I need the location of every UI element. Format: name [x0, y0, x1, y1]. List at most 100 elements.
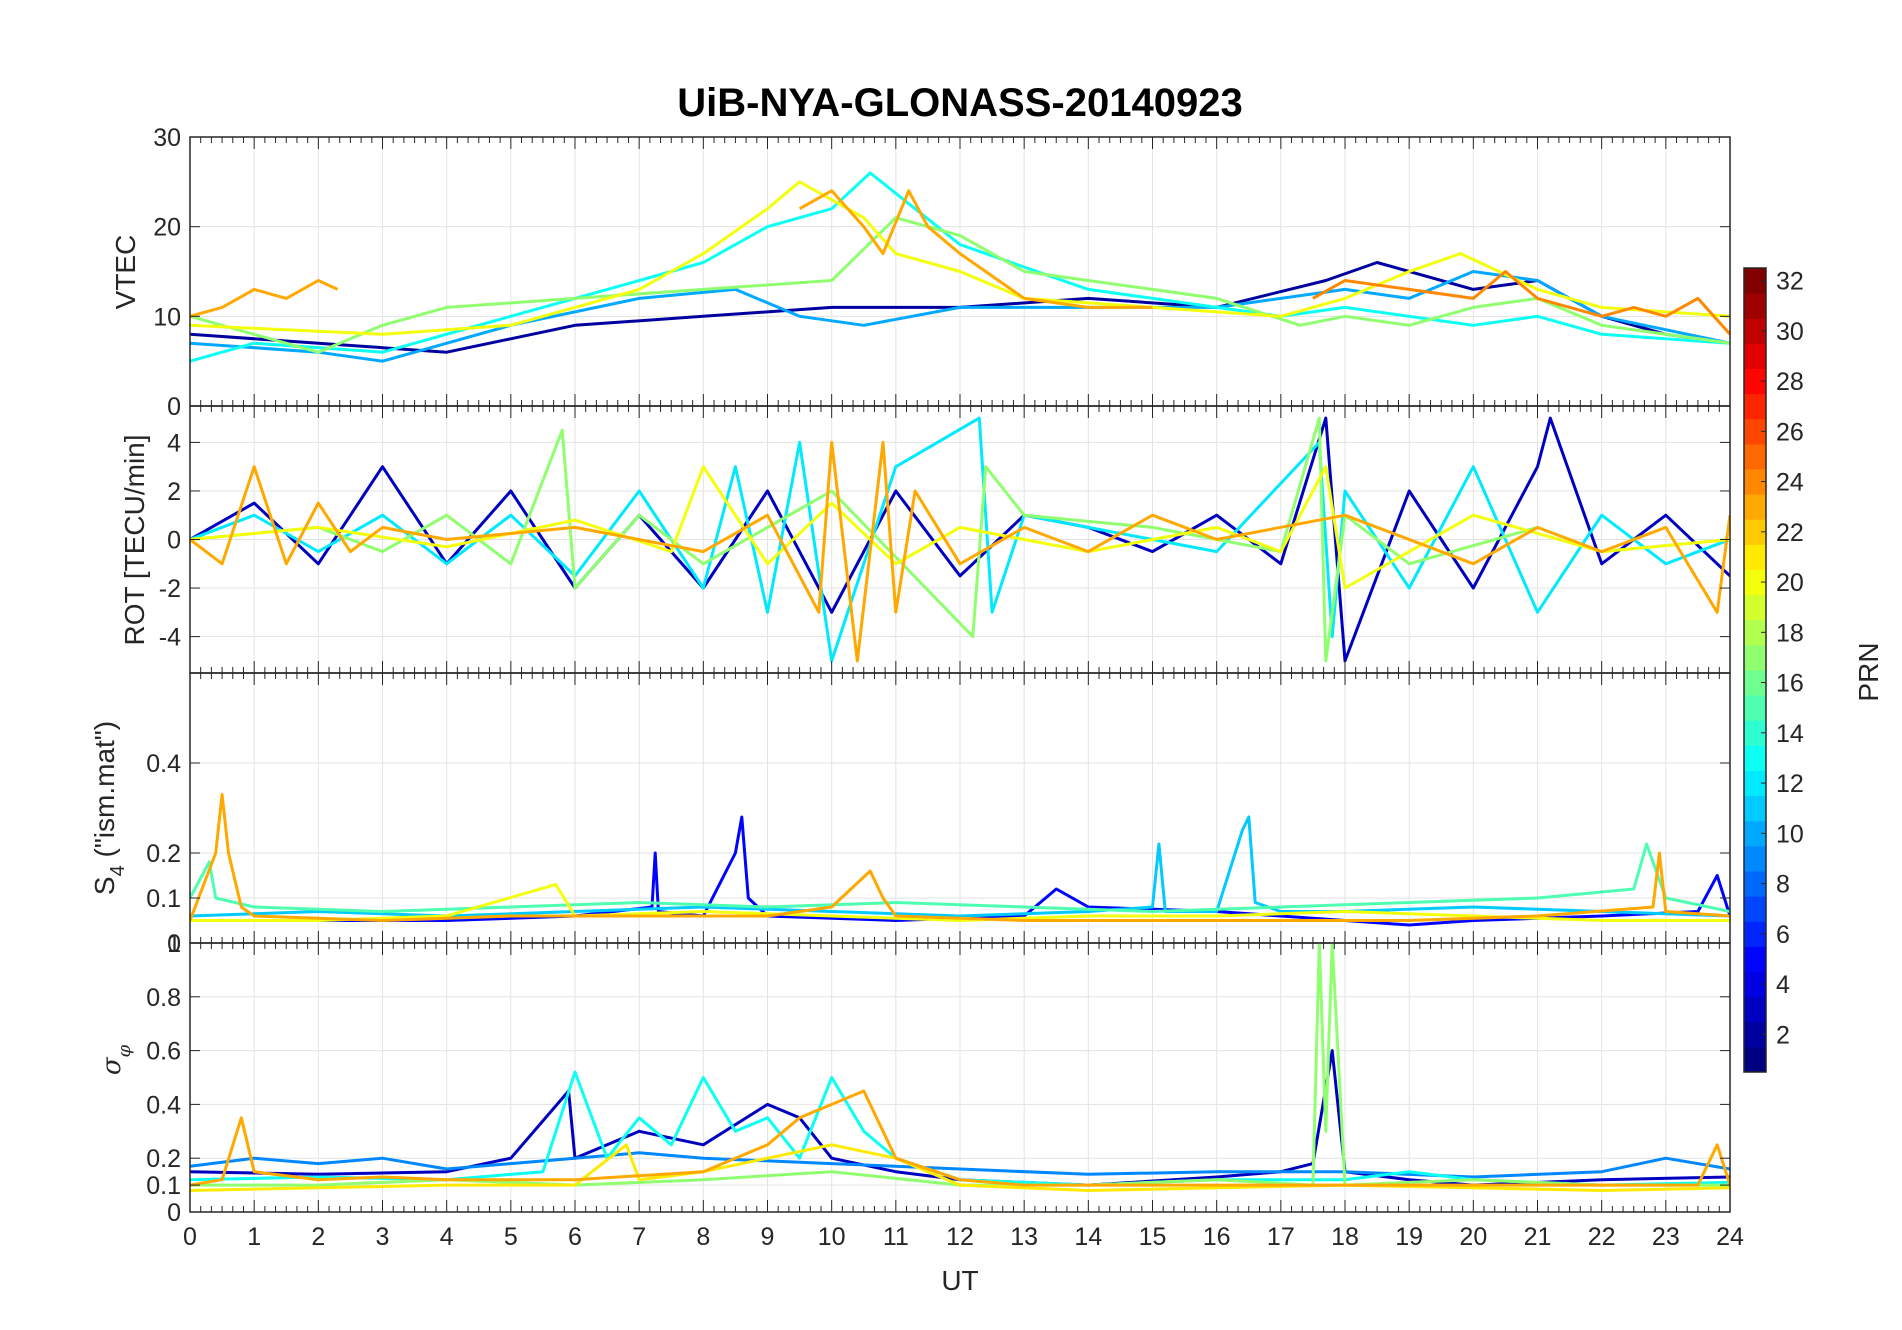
colorbar-tick-label: 2 [1776, 1021, 1790, 1049]
series-line-prn-23 [190, 440, 1730, 663]
series-line-prn-23 [798, 189, 1153, 309]
series-line-prn-13 [190, 1070, 1730, 1187]
axes-frame [189, 942, 1731, 1213]
x-tick-label: 15 [1139, 1223, 1167, 1251]
x-tick-label: 12 [946, 1223, 974, 1251]
colorbar-swatch [1744, 946, 1766, 972]
x-tick-label: 23 [1652, 1223, 1680, 1251]
series-group [190, 171, 1730, 363]
colorbar-tick-label: 24 [1776, 469, 1804, 497]
y-tick-label: 0.6 [146, 1038, 181, 1066]
colorbar-swatch [1744, 318, 1766, 344]
colorbar-tick-label: 22 [1776, 519, 1804, 547]
y-tick-label: 0.1 [146, 1172, 181, 1200]
y-tick-label: 0.1 [146, 885, 181, 913]
colorbar-label-text: PRN [1853, 642, 1884, 701]
colorbar-tick-label: 32 [1776, 268, 1804, 296]
y-tick-label: 0.2 [146, 840, 181, 868]
x-tick-label: 8 [696, 1223, 710, 1251]
ylabel-s4: S4 ("ism.mat") [89, 721, 129, 895]
x-tick-label: 7 [632, 1223, 646, 1251]
series-line-prn-15 [190, 842, 1730, 913]
x-tick-label: 2 [311, 1223, 325, 1251]
x-tick-label: 20 [1459, 1223, 1487, 1251]
series-line-prn-10 [190, 270, 1730, 363]
x-tick-label: 14 [1074, 1223, 1102, 1251]
colorbar-tick-label: 30 [1776, 318, 1804, 346]
colorbar-swatch [1744, 343, 1766, 369]
chart-title: UiB-NYA-GLONASS-20140923 [677, 81, 1242, 125]
x-tick-label: 6 [568, 1223, 582, 1251]
panel-vtec: 0 10 20 30 [153, 124, 1731, 421]
series-line-prn-23 [190, 1089, 1730, 1187]
y-tick-label: 0 [167, 393, 181, 421]
series-group [190, 943, 1730, 1192]
ylabel-sigma-symbol: σ [97, 1056, 127, 1075]
series-group [190, 416, 1730, 663]
y-tick-label: 4 [167, 429, 181, 457]
colorbar-swatch [1744, 670, 1766, 696]
y-tick-label: 0.8 [146, 984, 181, 1012]
colorbar-swatch [1744, 1021, 1766, 1048]
colorbar-swatch [1744, 293, 1766, 319]
series-group [190, 793, 1730, 927]
colorbar-swatch [1744, 494, 1766, 520]
colorbar-tick-label: 28 [1776, 368, 1804, 396]
colorbar-swatch [1744, 418, 1766, 445]
x-tick-label: 11 [883, 1223, 909, 1251]
x-tick-label: 13 [1010, 1223, 1038, 1251]
x-tick-label: 3 [376, 1223, 390, 1251]
colorbar-swatch [1744, 393, 1766, 420]
y-tick-label: -4 [159, 624, 181, 652]
y-tick-label: 20 [153, 214, 181, 242]
colorbar-swatch [1744, 469, 1766, 495]
colorbar-swatch [1744, 921, 1766, 947]
y-tick-label: 0.4 [146, 1091, 181, 1119]
ylabel-s4-text: S4 ("ism.mat") [89, 721, 129, 895]
colorbar-swatch [1744, 871, 1766, 897]
colorbar-tick-label: 16 [1776, 670, 1804, 698]
colorbar-tick-label: 18 [1776, 619, 1804, 647]
y-tick-label: 2 [167, 478, 181, 506]
series-line-prn-23 [190, 793, 1730, 922]
series-line-prn-9 [190, 1151, 1730, 1179]
colorbar-swatch [1744, 594, 1766, 621]
x-tick-label: 4 [440, 1223, 454, 1251]
series-line-prn-24 [1312, 270, 1730, 336]
colorbar-swatch [1744, 720, 1766, 746]
x-tick-label: 22 [1588, 1223, 1616, 1251]
colorbar-tick-label: 14 [1776, 720, 1804, 748]
series-line-prn-13 [190, 171, 1730, 363]
y-tick-label: 10 [153, 303, 181, 331]
colorbar-swatch [1744, 1046, 1766, 1073]
y-tick-label: 30 [153, 124, 181, 152]
panel-sigma-phi: 00.10.20.40.60.810 1 2 3 4 5 6 7 8 9 10 11 12 13 14 15 1… [146, 930, 1744, 1251]
colorbar-tick-label: 10 [1776, 820, 1804, 848]
ylabel-s4-subscript: 4 [107, 865, 129, 876]
colorbar-swatch [1744, 268, 1766, 294]
colorbar-swatch [1744, 770, 1766, 797]
ylabel-rot-text: ROT [TECU/min] [119, 434, 150, 645]
colorbar-tick-label: 26 [1776, 418, 1804, 446]
series-line-prn-3 [190, 1049, 1730, 1187]
colorbar-tick-label: 6 [1776, 921, 1790, 949]
colorbar-tick-label: 8 [1776, 871, 1790, 899]
ylabel-sigma-subscript: φ [114, 1044, 135, 1057]
colorbar-swatch [1744, 569, 1766, 596]
x-tick-label: 17 [1267, 1223, 1295, 1251]
x-tick-label: 1 [247, 1223, 261, 1251]
x-tick-label: 18 [1331, 1223, 1359, 1251]
ylabel-s4-symbol: S [89, 876, 120, 895]
colorbar-tick-label: 4 [1776, 971, 1790, 999]
panel-rot: -4 -2 0 2 4 [159, 405, 1731, 674]
colorbar-frame [1743, 267, 1767, 1073]
colorbar-swatch [1744, 996, 1766, 1023]
series-line-prn-20 [190, 883, 1730, 922]
series-line-prn-20 [190, 465, 1730, 590]
series-line-prn-17 [190, 216, 1730, 354]
x-tick-label: 19 [1395, 1223, 1423, 1251]
colorbar-swatch [1744, 896, 1766, 922]
ylabel-s4-rest: ("ism.mat") [89, 721, 120, 865]
y-tick-label: 0.2 [146, 1145, 181, 1173]
